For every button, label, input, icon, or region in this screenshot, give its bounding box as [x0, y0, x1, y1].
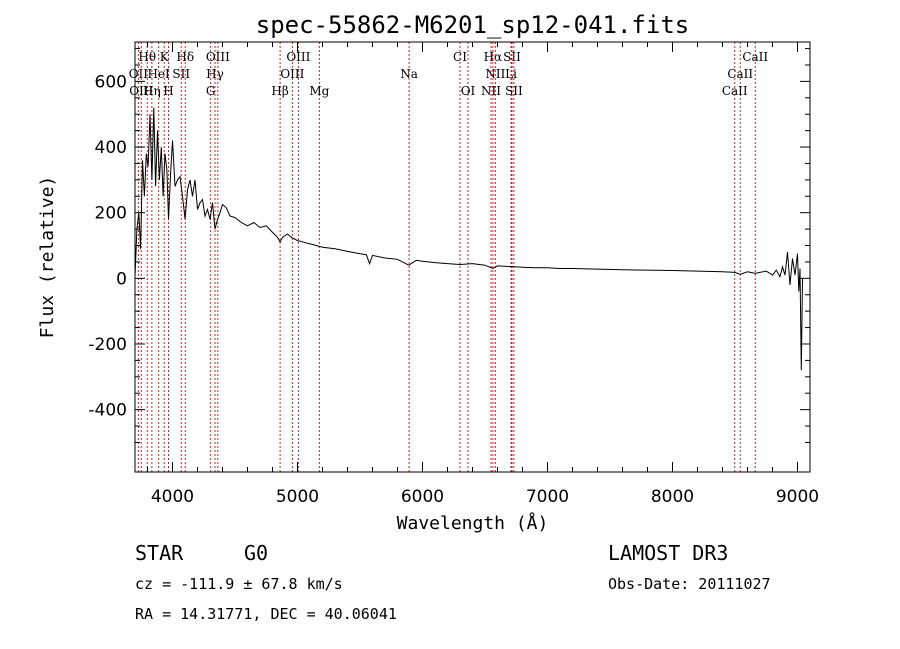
spectral-line-label: NII: [481, 84, 501, 98]
spectral-line-label: HeI: [147, 67, 170, 81]
spectral-line-label: OIII: [280, 67, 304, 81]
spectral-line-label: CaII: [742, 50, 768, 64]
spectral-line-label: CaII: [727, 67, 753, 81]
x-tick-label: 7000: [526, 487, 569, 507]
spectral-line-label: Mg: [309, 84, 329, 98]
spectral-line-label: Hδ: [176, 50, 194, 64]
chart-title: spec-55862-M6201_sp12-041.fits: [256, 11, 689, 39]
object-subclass: G0: [244, 541, 269, 565]
spectrum-line: [134, 107, 803, 371]
spectral-line-label: SII: [503, 50, 521, 64]
y-tick-label: 600: [95, 72, 127, 92]
y-tick-label: 400: [95, 138, 127, 158]
y-axis-label: Flux (relative): [37, 176, 58, 339]
sky-coordinates: RA = 14.31771, DEC = 40.06041: [135, 605, 397, 623]
spectral-line-label: Hγ: [206, 67, 224, 81]
spectral-line-label: Na: [400, 67, 418, 81]
survey-name: LAMOST DR3: [608, 541, 729, 565]
x-tick-label: 8000: [651, 487, 694, 507]
y-tick-label: -200: [88, 335, 127, 355]
spectral-line-label: Li: [505, 67, 517, 81]
y-tick-label: 0: [116, 269, 127, 289]
spectral-line-label: CaII: [722, 84, 748, 98]
spectral-line-label: Hβ: [271, 84, 288, 98]
y-tick-label: -400: [88, 401, 127, 421]
spectral-line-label: Hθ: [138, 50, 156, 64]
y-tick-label: 200: [95, 204, 127, 224]
spectral-line-label: NII: [485, 67, 505, 81]
spectral-line-label: SII: [172, 67, 190, 81]
x-tick-label: 4000: [151, 487, 194, 507]
object-class: STAR: [135, 541, 184, 565]
spectral-line-label: Hα: [484, 50, 503, 64]
spectral-line-label: OI: [461, 84, 476, 98]
spectral-line-label: OII: [129, 67, 149, 81]
spectral-line-label: H: [163, 84, 173, 98]
x-tick-label: 5000: [276, 487, 319, 507]
x-axis-label: Wavelength (Å): [397, 512, 549, 534]
spectral-line-label: CI: [453, 50, 467, 64]
spectral-line-label: OIII: [206, 50, 230, 64]
spectral-line-label: SII: [505, 84, 523, 98]
x-tick-label: 6000: [401, 487, 444, 507]
plot-frame: [134, 41, 811, 473]
spectral-line-label: OIII: [286, 50, 310, 64]
spectral-line-label: G: [206, 84, 216, 98]
redshift-velocity: cz = -111.9 ± 67.8 km/s: [135, 575, 343, 593]
spectral-line-label: Hη: [143, 84, 161, 98]
spectral-line-label: K: [160, 50, 170, 64]
observation-date: Obs-Date: 20111027: [608, 575, 771, 593]
spectrum-chart: spec-55862-M6201_sp12-041.fits Hθ K Hδ OIII O…: [37, 11, 819, 534]
x-tick-label: 9000: [776, 487, 819, 507]
